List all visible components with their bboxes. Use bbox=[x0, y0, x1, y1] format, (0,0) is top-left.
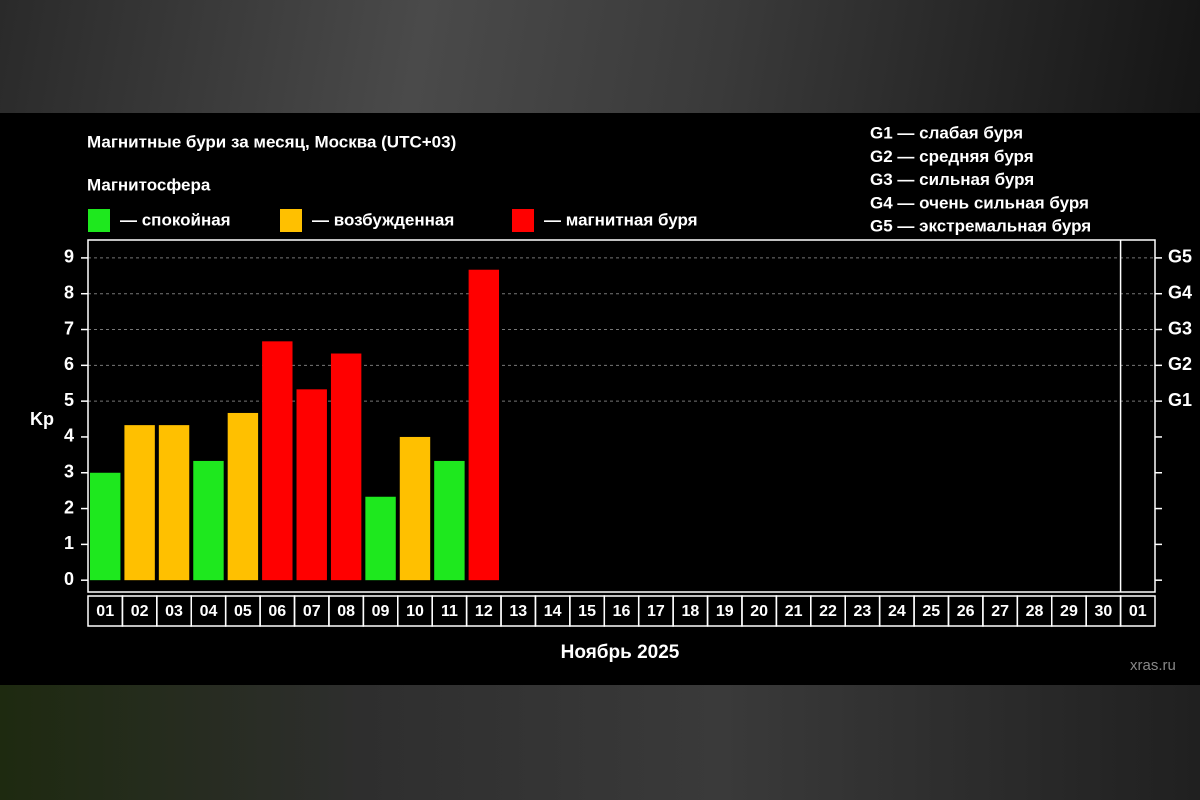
bar bbox=[434, 460, 465, 581]
x-tick-label: 23 bbox=[854, 603, 872, 620]
y2-tick-label: G4 bbox=[1168, 282, 1192, 302]
chart-title: Магнитные бури за месяц, Москва (UTC+03) bbox=[87, 132, 456, 151]
x-tick-label: 09 bbox=[372, 603, 390, 620]
x-axis-label: Ноябрь 2025 bbox=[561, 642, 680, 663]
x-tick-label: 12 bbox=[475, 603, 493, 620]
blurred-background bbox=[0, 0, 1200, 113]
legend-swatch bbox=[512, 209, 534, 232]
y-tick-label: 6 bbox=[64, 354, 74, 374]
x-tick-label: 08 bbox=[337, 603, 355, 620]
bar bbox=[124, 425, 155, 581]
legend-label: — спокойная bbox=[120, 210, 231, 229]
x-tick-label: 28 bbox=[1026, 603, 1044, 620]
x-tick-label: 17 bbox=[647, 603, 665, 620]
bar bbox=[296, 389, 327, 581]
bar bbox=[193, 460, 224, 581]
bar bbox=[365, 496, 396, 581]
y-tick-label: 5 bbox=[64, 390, 74, 410]
y-tick-label: 1 bbox=[64, 533, 74, 553]
x-tick-label: 13 bbox=[509, 603, 527, 620]
x-tick-label: 22 bbox=[819, 603, 837, 620]
bar bbox=[262, 341, 293, 581]
x-tick-label: 04 bbox=[200, 603, 218, 620]
x-tick-label: 30 bbox=[1094, 603, 1112, 620]
x-tick-label: 06 bbox=[268, 603, 286, 620]
y-tick-label: 3 bbox=[64, 462, 74, 482]
y2-tick-label: G1 bbox=[1168, 390, 1192, 410]
x-tick-label: 21 bbox=[785, 603, 803, 620]
g-legend-item: G4 — очень сильная буря bbox=[870, 193, 1089, 212]
x-tick-label: 14 bbox=[544, 603, 562, 620]
legend-swatch bbox=[88, 209, 110, 232]
y-axis-label: Kp bbox=[30, 409, 54, 429]
x-tick-label: 24 bbox=[888, 603, 906, 620]
watermark: xras.ru bbox=[1130, 657, 1176, 674]
x-tick-label: 16 bbox=[613, 603, 631, 620]
y2-tick-label: G3 bbox=[1168, 318, 1192, 338]
legend-swatch bbox=[280, 209, 302, 232]
g-legend-item: G5 — экстремальная буря bbox=[870, 217, 1091, 236]
x-tick-label: 25 bbox=[922, 603, 940, 620]
x-tick-label: 15 bbox=[578, 603, 596, 620]
x-tick-label: 11 bbox=[441, 603, 458, 620]
g-legend-item: G3 — сильная буря bbox=[870, 170, 1034, 189]
x-tick-label: 19 bbox=[716, 603, 734, 620]
y-tick-label: 7 bbox=[64, 318, 74, 338]
bar bbox=[399, 436, 431, 581]
g-legend-item: G1 — слабая буря bbox=[870, 123, 1023, 142]
bar bbox=[330, 353, 362, 581]
y-tick-label: 4 bbox=[64, 426, 74, 446]
y-tick-label: 8 bbox=[64, 282, 74, 302]
y2-tick-label: G2 bbox=[1168, 354, 1192, 374]
bar bbox=[468, 269, 500, 581]
g-legend-item: G2 — средняя буря bbox=[870, 147, 1034, 166]
x-tick-label: 02 bbox=[131, 603, 149, 620]
x-tick-label: 26 bbox=[957, 603, 975, 620]
chart: Магнитные бури за месяц, Москва (UTC+03)… bbox=[0, 113, 1200, 685]
bar bbox=[158, 425, 190, 581]
x-tick-label: 01 bbox=[1129, 603, 1147, 620]
chart-background bbox=[0, 113, 1200, 685]
blurred-background bbox=[0, 685, 1200, 800]
x-tick-label: 03 bbox=[165, 603, 183, 620]
bar bbox=[227, 412, 259, 581]
x-tick-label: 05 bbox=[234, 603, 252, 620]
bar bbox=[90, 472, 121, 581]
y-tick-label: 0 bbox=[64, 569, 74, 589]
x-tick-label: 01 bbox=[96, 603, 114, 620]
legend-title: Магнитосфера bbox=[87, 175, 211, 194]
y2-tick-label: G5 bbox=[1168, 247, 1192, 267]
x-tick-label: 07 bbox=[303, 603, 321, 620]
y-tick-label: 2 bbox=[64, 497, 74, 517]
x-tick-label: 27 bbox=[991, 603, 1009, 620]
plot-frame bbox=[87, 239, 1156, 593]
x-tick-label: 18 bbox=[681, 603, 699, 620]
x-tick-cell bbox=[1119, 595, 1156, 627]
x-tick-label: 20 bbox=[750, 603, 768, 620]
legend-label: — возбужденная bbox=[312, 210, 454, 229]
y-tick-label: 9 bbox=[64, 247, 74, 267]
x-tick-label: 29 bbox=[1060, 603, 1078, 620]
x-tick-label: 10 bbox=[406, 603, 424, 620]
legend-label: — магнитная буря bbox=[544, 210, 698, 229]
